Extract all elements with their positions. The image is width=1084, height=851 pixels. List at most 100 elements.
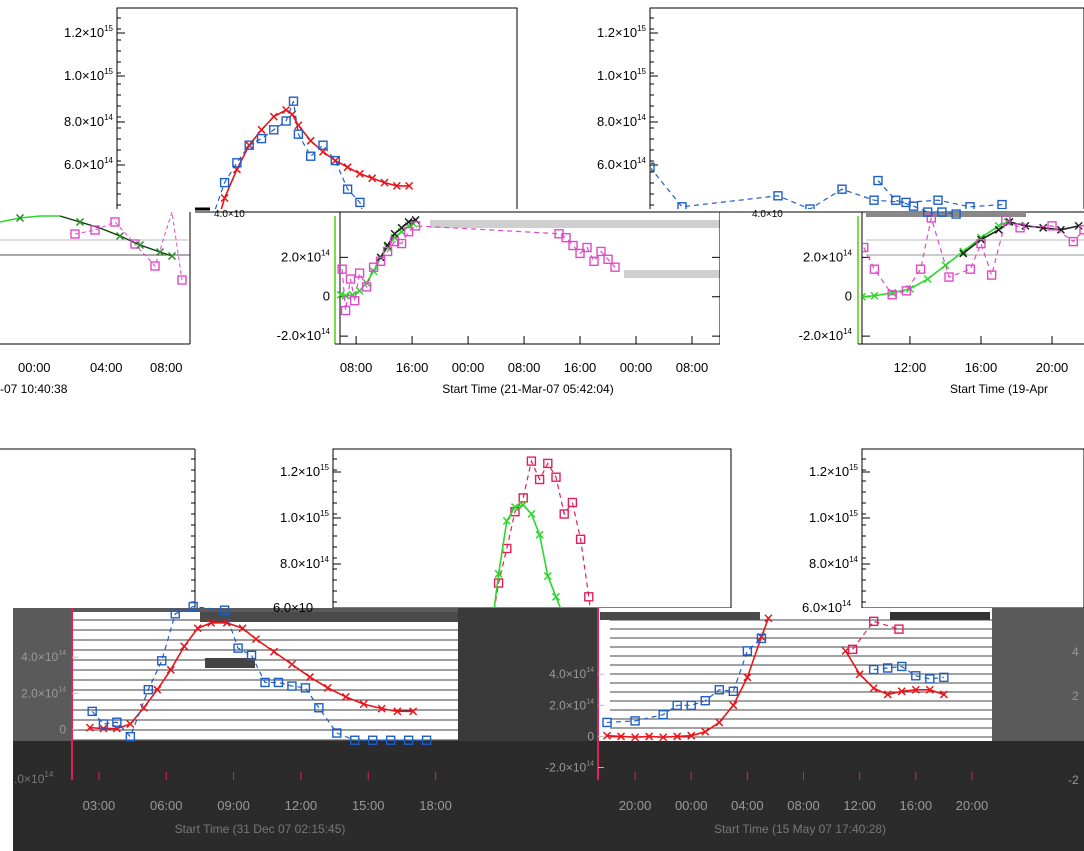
data-point-x xyxy=(687,731,696,740)
x-tick-label: 16:00 xyxy=(564,360,597,375)
data-point-square xyxy=(868,664,879,675)
series-line xyxy=(651,167,1003,210)
mid-gray-block xyxy=(992,608,1084,741)
data-point-square xyxy=(300,683,311,693)
plot-area-bl xyxy=(72,612,458,740)
data-point-square xyxy=(651,162,655,172)
data-point-square xyxy=(575,534,586,544)
data-point-square xyxy=(773,191,783,201)
y-tick-fragment: 4 xyxy=(1072,645,1079,659)
y-tick-label: 2.0×1014 xyxy=(803,248,853,264)
panel-bottom-right-top: 1.2×1015 1.0×1015 8.0×1014 xyxy=(809,448,1084,609)
data-point-x xyxy=(405,181,414,190)
dark-block xyxy=(458,741,598,851)
y-tick-label: 1.0×1015 xyxy=(280,509,330,525)
data-point-square xyxy=(314,703,324,713)
data-point-x xyxy=(368,174,377,183)
data-point-square xyxy=(260,677,270,688)
data-point-x xyxy=(282,105,291,115)
data-point-square xyxy=(269,125,279,135)
panel-bg xyxy=(195,209,720,389)
data-point-square xyxy=(345,274,356,284)
data-point-x xyxy=(75,217,85,227)
data-point-square xyxy=(1047,221,1057,231)
data-point-square xyxy=(150,261,160,271)
data-point-square xyxy=(559,509,569,519)
data-point-x xyxy=(883,690,892,699)
y-tick-label: 1.0×1015 xyxy=(809,509,859,525)
data-point-x xyxy=(359,700,368,709)
data-point-x xyxy=(392,181,401,190)
data-point-square xyxy=(350,735,360,745)
y-tick-label: 1.2×1015 xyxy=(64,24,114,40)
data-point-x xyxy=(220,193,229,203)
data-point-square xyxy=(589,256,599,266)
x-axis-title: Start Time (19-Apr xyxy=(950,382,1048,396)
x-axis-title: Start Time (15 May 07 17:40:28) xyxy=(714,822,886,836)
series-line xyxy=(89,622,414,730)
x-tick-label: 08:00 xyxy=(787,798,820,813)
data-point-square xyxy=(98,719,109,729)
y-tick-label: 6.0×1014 xyxy=(597,156,647,172)
data-point-square xyxy=(700,695,710,706)
data-point-square xyxy=(714,685,724,695)
data-point-x xyxy=(994,225,1003,234)
data-point-square xyxy=(862,242,869,253)
data-point-x xyxy=(645,732,654,741)
x-tick-label: 08:00 xyxy=(508,360,541,375)
data-point-square xyxy=(219,605,230,615)
data-point-square xyxy=(87,706,97,717)
y-tick-label: 2.0×1014 xyxy=(281,248,331,264)
data-point-x xyxy=(855,670,864,679)
data-point-x xyxy=(380,178,389,187)
y-tick-fragment: -2 xyxy=(1068,773,1079,787)
data-point-square xyxy=(937,207,947,217)
data-point-square xyxy=(110,217,120,227)
data-point-x xyxy=(251,635,261,644)
data-point-x xyxy=(870,291,879,300)
data-point-x xyxy=(959,249,968,258)
data-point-square xyxy=(170,609,180,619)
dark-block xyxy=(598,741,992,851)
data-point-x xyxy=(1056,225,1065,234)
plot-frame xyxy=(116,7,518,215)
data-point-square xyxy=(293,129,304,139)
data-point-square xyxy=(986,270,997,280)
data-point-square xyxy=(375,256,386,266)
y-tick-label: 0 xyxy=(845,289,852,304)
data-point-square xyxy=(658,709,668,720)
x-tick-label: 20:00 xyxy=(619,798,652,813)
data-point-x xyxy=(207,618,216,627)
y-tick-label: -2.0×1014 xyxy=(799,327,853,343)
x-tick-label: 12:00 xyxy=(894,360,927,375)
data-point-square xyxy=(630,716,640,726)
data-point-x xyxy=(764,614,773,623)
overlap-tick-label: 4.0×10 xyxy=(214,209,245,220)
y-tick-label: 4.0×1014 xyxy=(21,650,66,664)
x-tick-label: 18:00 xyxy=(419,798,452,813)
data-point-square xyxy=(385,735,396,745)
data-point-x xyxy=(287,660,296,669)
data-point-square xyxy=(933,195,943,205)
data-point-square xyxy=(332,728,342,738)
data-point-x xyxy=(939,690,948,699)
data-point-x xyxy=(1039,223,1048,232)
data-point-square xyxy=(349,295,360,306)
data-point-square xyxy=(837,184,847,194)
data-point-square xyxy=(232,158,242,168)
data-point-square xyxy=(584,592,594,602)
data-point-square xyxy=(90,225,100,235)
y-tick-fragment: 2 xyxy=(1072,689,1079,703)
data-point-square xyxy=(330,155,340,166)
data-point-square xyxy=(281,116,291,126)
data-point-x xyxy=(923,274,932,284)
data-point-x xyxy=(535,530,544,539)
data-point-square xyxy=(403,227,414,237)
y-tick-label: 1.2×1015 xyxy=(809,463,859,479)
data-point-square xyxy=(897,661,907,672)
series-line xyxy=(862,221,1008,298)
series-line xyxy=(873,665,944,680)
data-point-square xyxy=(410,221,421,231)
y-tick-label: 6.0×1014 xyxy=(64,156,114,172)
